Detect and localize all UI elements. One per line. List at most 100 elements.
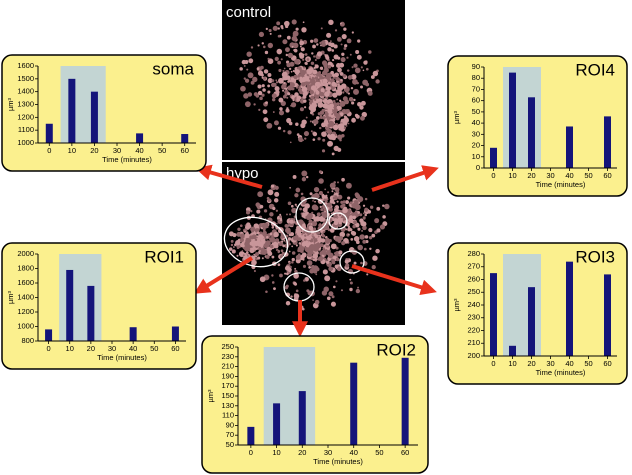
cell-texture bbox=[283, 67, 286, 70]
cell-texture bbox=[318, 178, 324, 184]
cell-texture bbox=[261, 76, 264, 79]
cell-texture bbox=[345, 124, 348, 127]
cell-texture bbox=[299, 45, 302, 48]
cell-texture bbox=[376, 206, 381, 211]
cell-texture bbox=[304, 234, 307, 237]
cell-texture bbox=[314, 98, 317, 101]
cell-texture bbox=[308, 219, 313, 224]
cell-texture bbox=[334, 206, 336, 209]
cell-texture bbox=[287, 80, 290, 83]
cell-texture bbox=[316, 231, 321, 235]
cell-texture bbox=[365, 67, 369, 71]
y-axis-label: µm³ bbox=[6, 290, 15, 304]
highlight bbox=[263, 347, 316, 445]
cell-texture bbox=[354, 113, 359, 118]
cell-texture bbox=[306, 68, 313, 75]
cell-texture bbox=[362, 212, 365, 215]
cell-texture bbox=[310, 61, 315, 65]
cell-texture bbox=[292, 235, 298, 241]
cell-texture bbox=[246, 238, 252, 243]
cell-texture bbox=[273, 120, 279, 126]
cell-texture bbox=[288, 233, 292, 237]
cell-texture bbox=[231, 249, 236, 254]
bar bbox=[490, 273, 497, 356]
x-axis-label: Time (minutes) bbox=[97, 353, 147, 362]
cell-texture bbox=[344, 109, 349, 115]
cell-texture bbox=[334, 235, 341, 242]
cell-texture bbox=[314, 215, 321, 222]
cell-texture bbox=[321, 97, 325, 101]
x-tick-label: 50 bbox=[158, 146, 166, 155]
cell-texture bbox=[269, 32, 272, 35]
cell-texture bbox=[285, 108, 290, 113]
cell-texture bbox=[301, 241, 307, 247]
cell-texture bbox=[311, 113, 315, 116]
cell-texture bbox=[293, 293, 300, 299]
cell-texture bbox=[354, 67, 361, 74]
cell-texture bbox=[284, 223, 289, 228]
cell-texture bbox=[311, 85, 316, 91]
cell-texture bbox=[306, 289, 310, 293]
cell-texture bbox=[285, 87, 288, 91]
cell-texture bbox=[349, 228, 353, 232]
cell-texture bbox=[348, 233, 350, 236]
cell-texture bbox=[243, 64, 246, 67]
x-tick-label: 30 bbox=[546, 359, 554, 368]
cell-texture bbox=[375, 248, 380, 254]
cell-texture bbox=[332, 285, 336, 289]
cell-texture bbox=[342, 120, 348, 126]
cell-texture bbox=[329, 40, 332, 42]
cell-texture bbox=[263, 76, 267, 80]
cell-texture bbox=[275, 81, 279, 84]
cell-texture bbox=[281, 71, 288, 78]
cell-texture bbox=[291, 35, 298, 42]
cell-texture bbox=[331, 152, 335, 156]
cell-texture bbox=[310, 78, 316, 84]
cell-texture bbox=[331, 64, 335, 68]
cell-texture bbox=[255, 202, 261, 208]
cell-texture bbox=[353, 63, 358, 68]
bar bbox=[87, 285, 95, 341]
cell-texture bbox=[300, 192, 304, 196]
x-tick-label: 0 bbox=[491, 359, 495, 368]
cell-texture bbox=[337, 194, 343, 200]
cell-texture bbox=[263, 117, 269, 123]
cell-texture bbox=[278, 68, 282, 73]
cell-texture bbox=[357, 39, 361, 43]
cell-texture bbox=[366, 273, 369, 276]
x-tick-label: 60 bbox=[401, 448, 409, 457]
cell-texture bbox=[257, 90, 263, 96]
cell-texture bbox=[319, 79, 323, 82]
cell-texture bbox=[237, 227, 241, 231]
x-axis-label: Time (minutes) bbox=[536, 368, 586, 377]
cell-texture bbox=[296, 133, 300, 137]
cell-texture bbox=[258, 31, 265, 38]
bar bbox=[566, 126, 573, 168]
x-tick-label: 10 bbox=[508, 359, 516, 368]
cell-texture bbox=[305, 214, 312, 220]
cell-texture bbox=[350, 230, 355, 235]
cell-texture bbox=[288, 250, 291, 253]
cell-texture bbox=[299, 76, 303, 80]
cell-texture bbox=[289, 213, 292, 216]
cell-texture bbox=[312, 44, 316, 49]
y-tick-label: 270 bbox=[467, 262, 480, 271]
cell-texture bbox=[362, 239, 367, 244]
cell-texture bbox=[318, 223, 322, 228]
cell-texture bbox=[277, 60, 281, 65]
y-tick-label: 1300 bbox=[17, 99, 34, 108]
cell-texture bbox=[276, 222, 278, 225]
cell-texture bbox=[322, 255, 325, 258]
cell-texture bbox=[267, 57, 270, 61]
cell-texture bbox=[345, 263, 350, 268]
cell-texture bbox=[289, 265, 292, 269]
x-axis-label: Time (minutes) bbox=[102, 155, 152, 164]
cell-texture bbox=[248, 248, 251, 251]
cell-texture bbox=[286, 107, 289, 110]
bar bbox=[66, 269, 74, 341]
y-tick-label: 230 bbox=[467, 313, 480, 322]
cell-texture bbox=[345, 200, 349, 204]
cell-texture bbox=[320, 67, 323, 70]
cell-texture bbox=[319, 110, 325, 115]
cell-texture bbox=[331, 190, 334, 193]
